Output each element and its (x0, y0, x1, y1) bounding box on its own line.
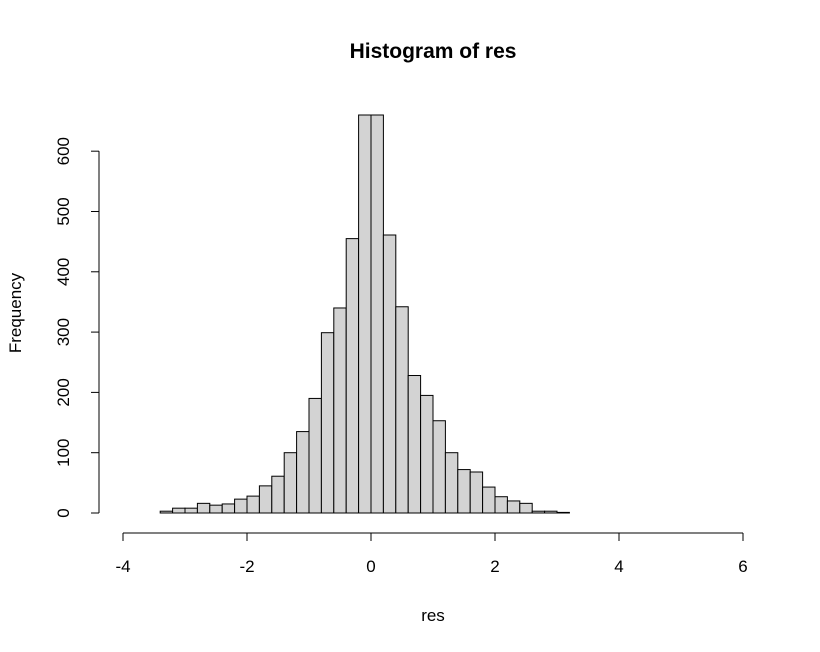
histogram-bar-28 (506, 500, 521, 514)
histogram-bar-27 (494, 496, 508, 514)
histogram-bar-30 (531, 510, 546, 514)
histogram-bar-22 (432, 420, 446, 514)
bars-group (159, 114, 570, 514)
histogram-bar-9 (271, 475, 285, 514)
histogram-bar-12 (308, 397, 322, 514)
histogram-bar-25 (469, 471, 484, 514)
x-tick-label: -4 (115, 557, 130, 576)
histogram-bar-1 (172, 507, 186, 514)
histogram-bar-3 (196, 502, 211, 514)
y-axis-label: Frequency (6, 272, 25, 353)
histogram-bar-2 (184, 507, 198, 514)
x-tick-label: -2 (239, 557, 254, 576)
histogram-bar-7 (246, 495, 260, 514)
histogram-bar-18 (382, 234, 397, 514)
histogram-bar-31 (544, 510, 558, 514)
histogram-bar-4 (209, 504, 223, 514)
y-tick-label: 400 (54, 258, 73, 286)
histogram-bar-15 (345, 238, 360, 514)
histogram-bar-32 (556, 511, 570, 514)
y-tick-label: 600 (54, 137, 73, 165)
histogram-bar-21 (420, 394, 434, 514)
y-tick-label: 200 (54, 378, 73, 406)
y-tick-label: 100 (54, 439, 73, 467)
histogram-bar-11 (296, 431, 310, 514)
y-tick-label: 500 (54, 197, 73, 225)
histogram-bar-19 (395, 306, 409, 514)
histogram-bar-24 (457, 469, 471, 514)
y-tick-label: 0 (54, 508, 73, 517)
chart-title: Histogram of res (350, 40, 517, 63)
histogram-bar-6 (234, 498, 248, 514)
histogram-bar-5 (221, 503, 236, 514)
x-axis: -4 -2 0 2 4 6 (115, 532, 748, 576)
histogram-bar-16 (358, 114, 372, 514)
histogram-bar-0 (159, 510, 174, 514)
x-tick-label: 2 (490, 557, 499, 576)
y-tick-label: 300 (54, 318, 73, 346)
histogram-bar-14 (333, 307, 347, 514)
x-tick-label: 6 (738, 557, 747, 576)
x-tick-label: 0 (366, 557, 375, 576)
x-tick-label: 4 (614, 557, 623, 576)
histogram-bar-10 (283, 452, 298, 514)
y-axis: 0 100 200 300 400 500 600 (54, 137, 100, 518)
histogram-bar-13 (320, 332, 335, 514)
histogram-bar-8 (258, 485, 273, 514)
histogram-bar-29 (519, 502, 533, 514)
histogram-bar-17 (370, 114, 384, 514)
histogram-bar-23 (444, 452, 459, 514)
x-axis-label: res (421, 606, 445, 625)
histogram-bar-26 (482, 486, 496, 514)
histogram-bar-20 (407, 375, 422, 514)
